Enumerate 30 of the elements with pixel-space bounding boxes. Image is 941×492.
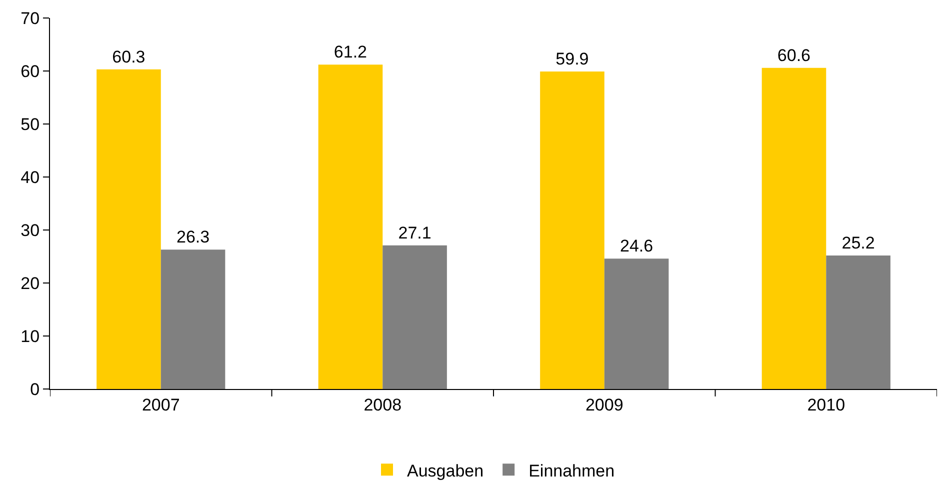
data-label: 24.6 <box>620 236 654 256</box>
bar <box>160 250 226 389</box>
bar <box>762 68 826 389</box>
data-label: 60.6 <box>777 46 811 65</box>
bar <box>382 245 447 389</box>
bar <box>96 69 161 389</box>
y-tick-label: 0 <box>30 380 40 399</box>
y-tick-label: 30 <box>20 220 40 240</box>
bar <box>604 258 669 389</box>
y-tick-label: 60 <box>20 62 40 81</box>
x-tick-label: 2010 <box>807 395 846 414</box>
data-label: 59.9 <box>556 50 589 69</box>
bar <box>318 64 383 389</box>
data-label: 61.2 <box>334 42 368 62</box>
y-tick-label: 40 <box>20 168 40 187</box>
data-label: 25.2 <box>842 233 875 252</box>
bar <box>540 72 604 389</box>
y-tick-label: 70 <box>20 8 40 28</box>
data-label: 26.3 <box>176 228 210 247</box>
x-tick-label: 2008 <box>364 395 402 414</box>
data-label: 27.1 <box>398 223 432 242</box>
y-tick-label: 10 <box>20 326 40 346</box>
legend-label: Einnahmen <box>528 461 615 480</box>
bar <box>826 255 890 389</box>
legend-label: Ausgaben <box>407 461 484 480</box>
x-tick-label: 2009 <box>585 395 624 414</box>
y-tick-label: 20 <box>20 274 40 293</box>
data-label: 60.3 <box>112 47 146 66</box>
x-tick-label: 2007 <box>142 395 180 414</box>
y-tick-label: 50 <box>20 114 40 134</box>
